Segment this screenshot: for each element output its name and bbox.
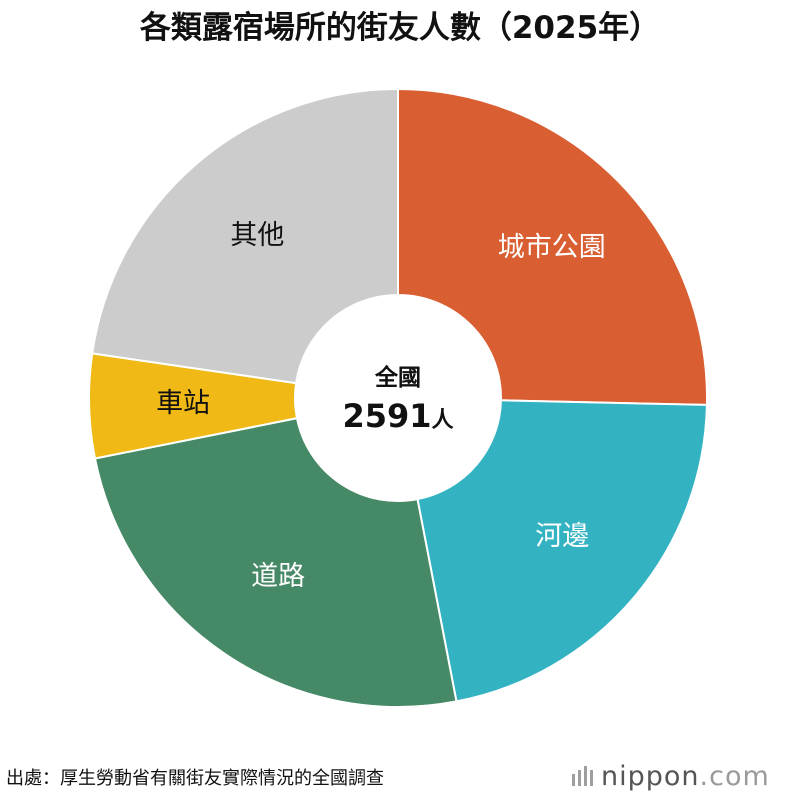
donut-hole <box>295 295 501 501</box>
nippon-logo[interactable]: nippon .com <box>572 756 770 796</box>
slice-label-5: 其他 <box>230 220 284 251</box>
slice-label-4: 車站 <box>156 388 210 419</box>
slice-label-3: 道路 <box>251 561 305 592</box>
logo-domain: .com <box>699 760 770 792</box>
logo-name: nippon <box>601 760 700 792</box>
center-total: 2591人 <box>342 397 453 435</box>
center-label: 全國 <box>374 364 421 391</box>
slice-label-1: 城市公園 <box>498 232 606 263</box>
slices-group <box>88 87 708 708</box>
source-note: 出處：厚生勞動省有關街友實際情況的全國調查 <box>6 768 384 789</box>
center-total-unit: 人 <box>432 408 454 433</box>
chart-title: 各類露宿場所的街友人數（2025年） <box>139 10 661 46</box>
slice-label-2: 河邊 <box>535 521 589 552</box>
center-total-value: 2591 <box>342 397 431 435</box>
logo-bars-icon <box>572 766 593 786</box>
